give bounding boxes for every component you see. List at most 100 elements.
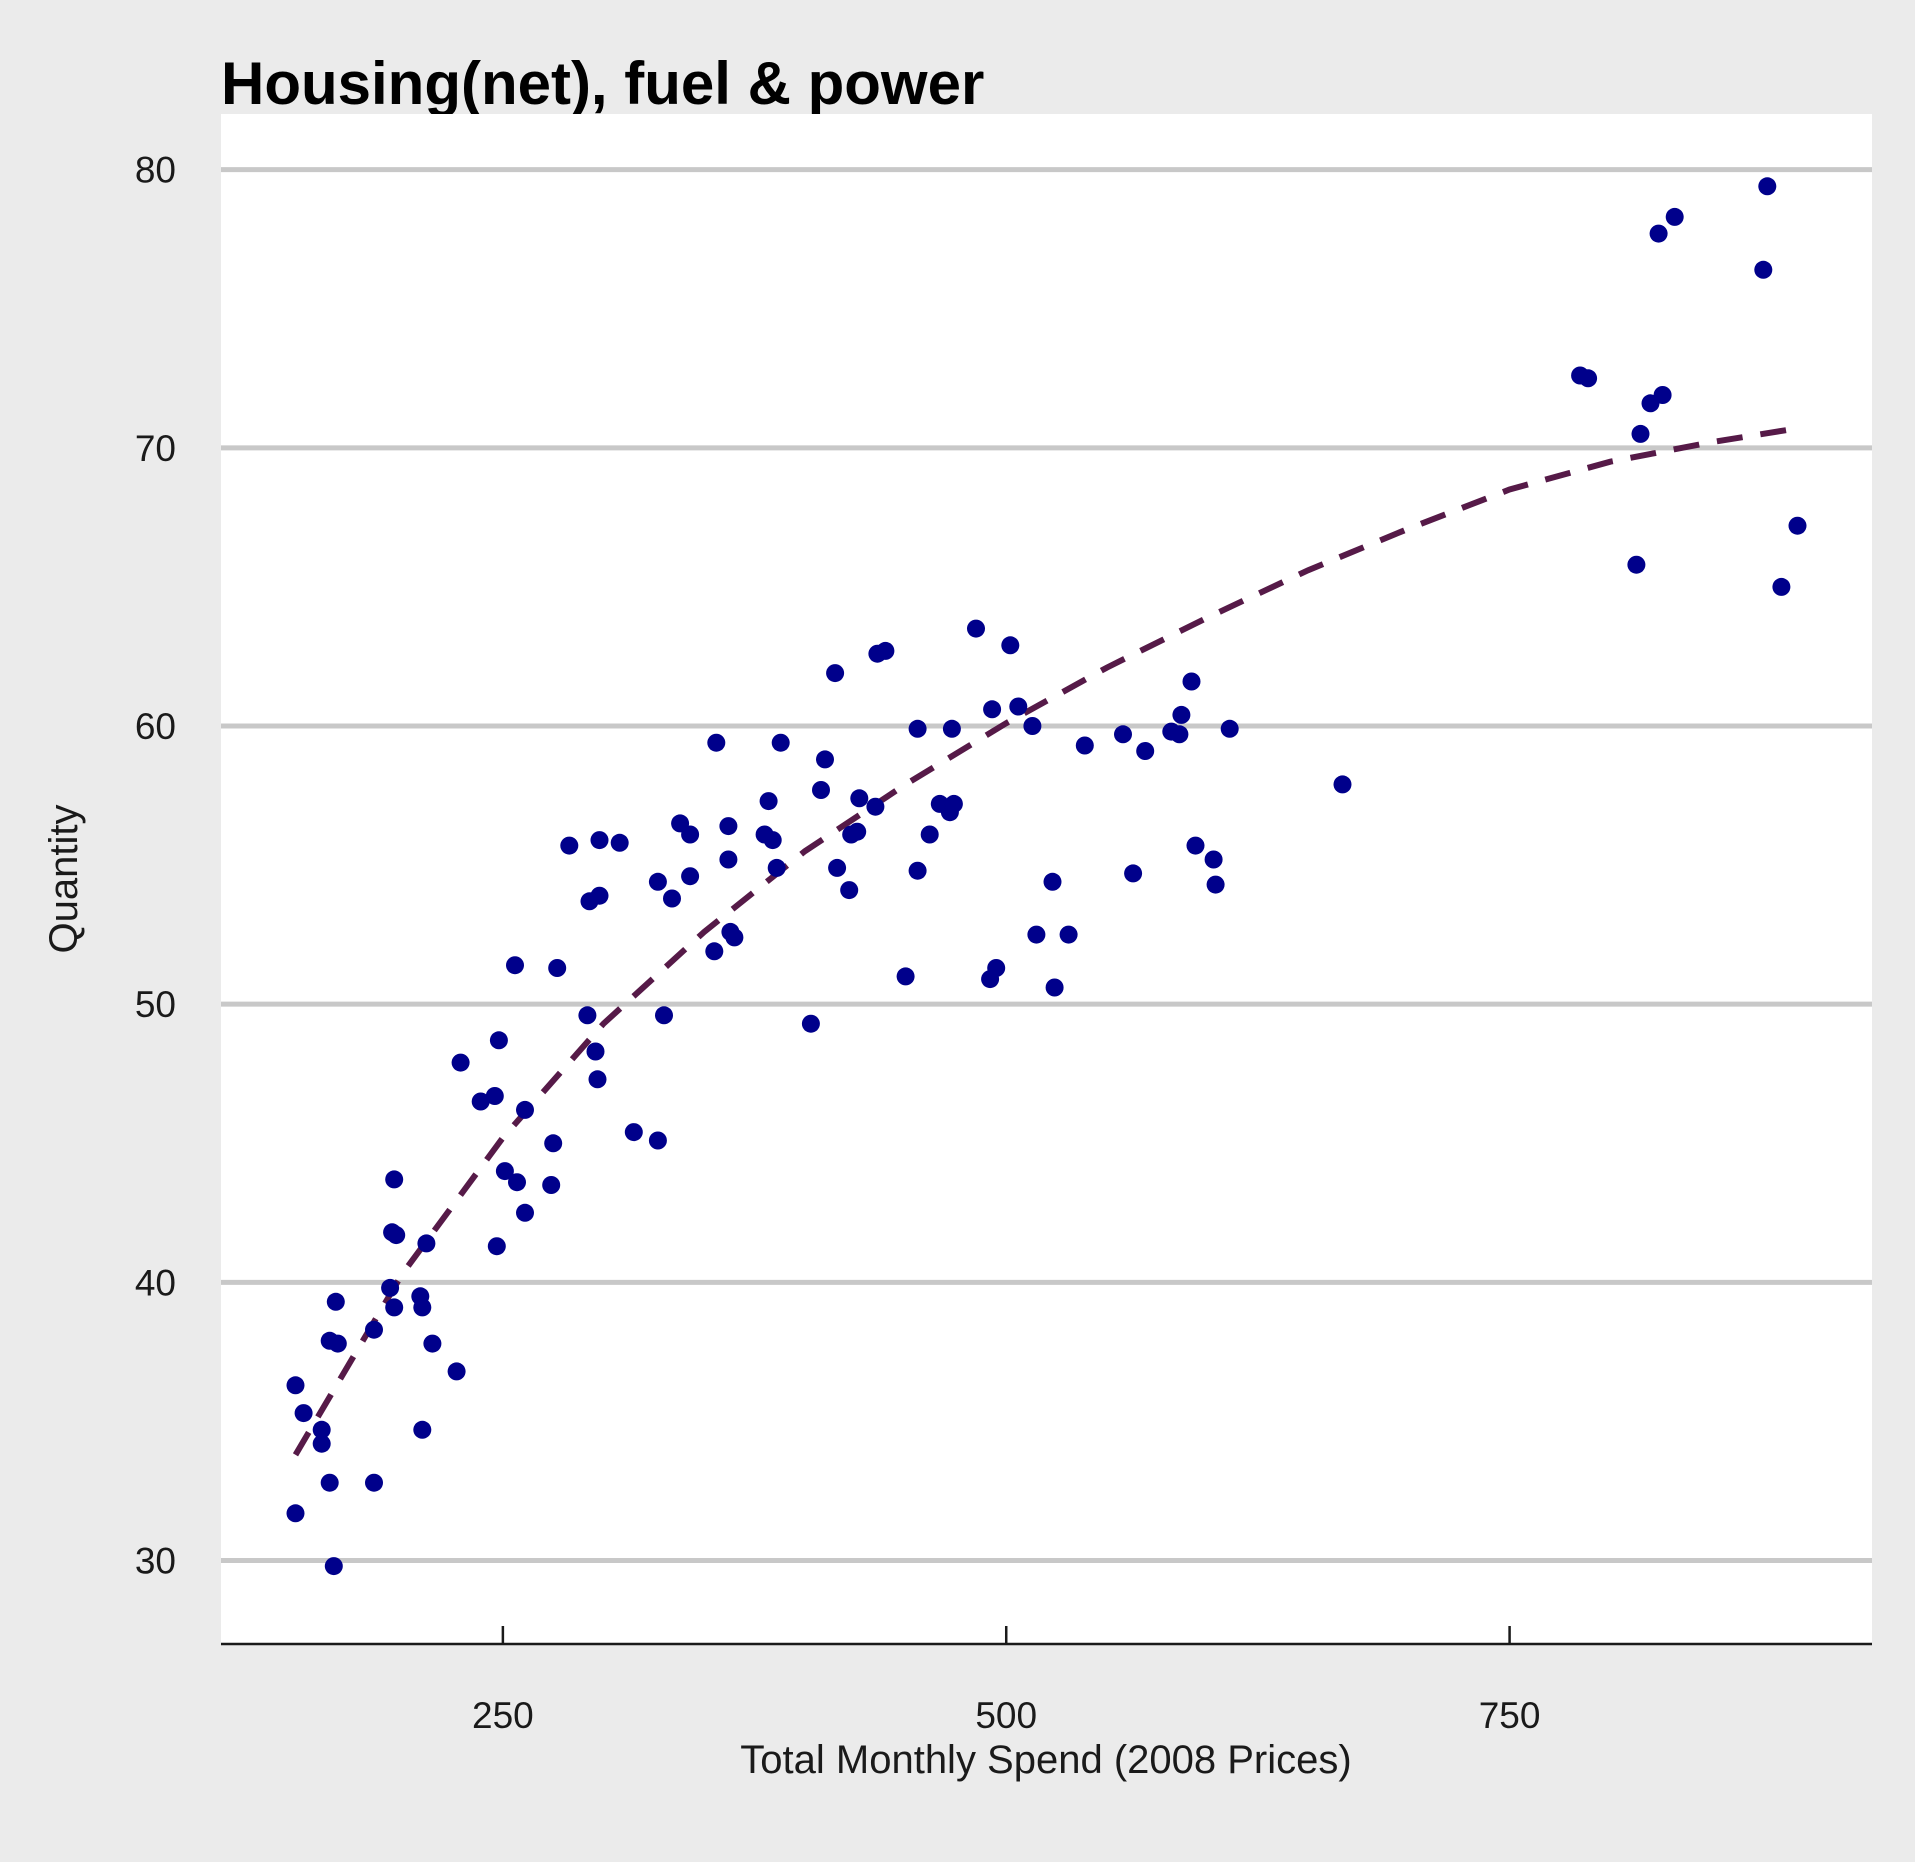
data-point-117 <box>1772 577 1791 596</box>
data-point-46 <box>648 1131 667 1150</box>
data-point-82 <box>944 794 963 813</box>
x-tick-label-750: 750 <box>1479 1695 1541 1736</box>
data-point-104 <box>1206 875 1225 894</box>
y-tick-label-60: 60 <box>135 706 176 747</box>
x-tick-label-500: 500 <box>975 1695 1037 1736</box>
data-point-4 <box>312 1434 331 1453</box>
data-point-92 <box>1045 978 1064 997</box>
data-point-108 <box>1579 369 1598 388</box>
data-point-112 <box>1649 224 1668 243</box>
data-point-29 <box>506 956 524 975</box>
data-point-71 <box>850 789 869 808</box>
data-point-33 <box>542 1176 561 1194</box>
data-point-83 <box>967 619 985 638</box>
trend-line-layer <box>292 425 1798 1457</box>
data-point-9 <box>328 1334 347 1353</box>
x-axis-ticks: 250 500 750 <box>472 1626 1540 1736</box>
x-axis-label: Total Monthly Spend (2008 Prices) <box>740 1738 1351 1782</box>
trend-line <box>292 425 1798 1457</box>
data-point-8 <box>326 1292 345 1311</box>
data-point-41 <box>590 886 609 905</box>
data-point-12 <box>381 1278 400 1297</box>
data-point-102 <box>1186 836 1205 855</box>
data-point-60 <box>763 831 782 850</box>
data-point-118 <box>1788 516 1807 535</box>
data-point-35 <box>548 959 567 977</box>
data-point-95 <box>1114 725 1132 744</box>
data-point-39 <box>586 1042 605 1061</box>
data-point-50 <box>681 825 700 844</box>
data-point-65 <box>816 750 834 769</box>
data-point-70 <box>848 822 867 841</box>
data-point-27 <box>489 1031 508 1050</box>
data-point-64 <box>812 781 830 799</box>
gridlines <box>221 167 1872 1564</box>
data-point-53 <box>707 733 726 752</box>
data-point-44 <box>624 1123 643 1142</box>
data-point-101 <box>1182 672 1201 691</box>
data-point-78 <box>920 825 939 844</box>
y-tick-label-30: 30 <box>135 1541 176 1582</box>
data-point-89 <box>1023 717 1042 735</box>
data-point-32 <box>516 1203 534 1222</box>
y-tick-label-50: 50 <box>135 984 176 1025</box>
data-point-54 <box>719 817 738 836</box>
data-point-3 <box>312 1420 331 1439</box>
data-point-90 <box>1027 925 1046 944</box>
data-point-34 <box>544 1134 563 1153</box>
y-tick-label-40: 40 <box>135 1262 176 1303</box>
data-point-21 <box>423 1334 442 1353</box>
data-point-63 <box>801 1014 820 1033</box>
y-tick-label-80: 80 <box>135 150 176 191</box>
data-point-25 <box>485 1087 504 1105</box>
data-point-48 <box>663 889 681 908</box>
data-point-47 <box>655 1006 673 1025</box>
x-tick-label-250: 250 <box>472 1695 534 1736</box>
data-point-31 <box>516 1100 534 1119</box>
data-points <box>286 177 1807 1576</box>
data-point-59 <box>759 792 778 811</box>
data-point-75 <box>896 967 915 986</box>
data-point-22 <box>447 1362 466 1381</box>
data-point-0 <box>286 1376 305 1395</box>
data-point-114 <box>1665 207 1684 226</box>
data-point-37 <box>578 1006 597 1025</box>
data-point-24 <box>471 1092 490 1111</box>
data-point-68 <box>840 881 859 900</box>
data-point-97 <box>1136 742 1155 760</box>
data-point-55 <box>719 850 738 869</box>
data-point-14 <box>385 1298 404 1317</box>
data-point-26 <box>487 1237 506 1256</box>
data-point-52 <box>705 942 724 961</box>
data-point-109 <box>1627 555 1646 574</box>
y-tick-label-70: 70 <box>135 428 176 469</box>
data-point-45 <box>648 872 667 891</box>
y-axis-label: Quantity <box>42 805 86 954</box>
data-point-40 <box>588 1070 607 1089</box>
data-point-86 <box>987 959 1006 977</box>
data-point-88 <box>1009 697 1028 716</box>
data-point-28 <box>495 1162 514 1181</box>
data-point-10 <box>365 1320 383 1339</box>
data-point-116 <box>1758 177 1777 196</box>
data-point-76 <box>908 719 927 738</box>
data-point-100 <box>1172 705 1191 724</box>
data-point-113 <box>1653 386 1672 404</box>
data-point-43 <box>610 833 629 852</box>
data-point-15 <box>385 1170 404 1189</box>
data-point-11 <box>365 1473 383 1492</box>
data-point-20 <box>417 1234 436 1253</box>
y-axis-ticks: 30 40 50 60 70 80 <box>135 150 176 1582</box>
data-point-62 <box>771 733 790 752</box>
data-point-93 <box>1059 925 1078 944</box>
data-point-5 <box>320 1473 339 1492</box>
data-point-99 <box>1170 725 1189 744</box>
data-point-74 <box>876 641 895 660</box>
data-point-2 <box>294 1404 313 1423</box>
data-point-91 <box>1043 872 1062 891</box>
data-point-87 <box>1001 636 1020 655</box>
data-point-77 <box>908 861 927 880</box>
data-point-110 <box>1631 424 1650 443</box>
data-point-106 <box>1333 775 1352 794</box>
